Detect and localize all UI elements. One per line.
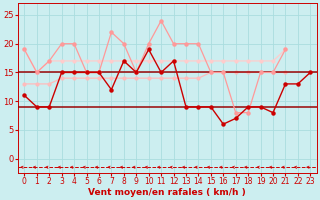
X-axis label: Vent moyen/en rafales ( km/h ): Vent moyen/en rafales ( km/h ) [88,188,246,197]
